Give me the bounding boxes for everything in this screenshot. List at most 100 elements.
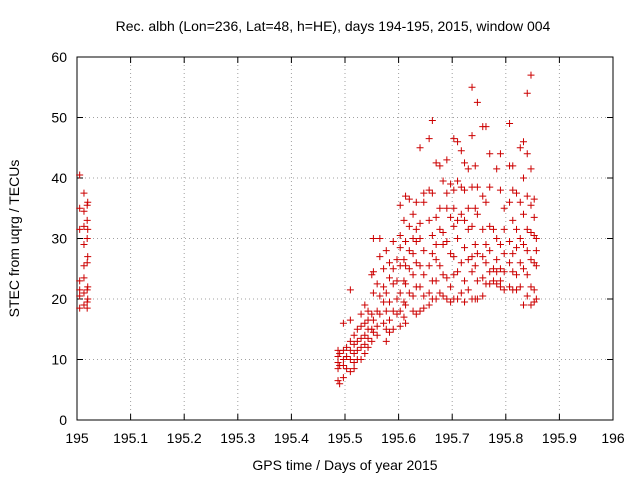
data-point: [412, 225, 420, 233]
data-point: [527, 201, 535, 209]
data-point: [369, 328, 377, 336]
data-point: [450, 222, 458, 230]
data-point: [506, 120, 514, 128]
data-point: [493, 280, 501, 288]
data-point: [83, 235, 91, 242]
data-point: [506, 238, 514, 246]
data-point: [402, 192, 410, 200]
data-point: [486, 280, 494, 288]
data-point: [439, 271, 447, 279]
x-tick-label: 195.7: [435, 430, 470, 446]
data-point: [343, 365, 351, 373]
data-point: [457, 183, 465, 191]
data-point: [447, 180, 455, 188]
data-point: [373, 280, 381, 288]
data-point: [436, 204, 444, 212]
data-point: [436, 289, 444, 297]
y-axis-label: STEC from uqrg / TECUs: [6, 160, 22, 318]
data-point: [523, 292, 531, 300]
data-point: [450, 204, 458, 212]
x-tick-label: 195: [65, 430, 89, 446]
data-point: [84, 253, 92, 261]
data-point: [357, 343, 365, 351]
data-point: [532, 247, 540, 255]
data-point: [432, 295, 440, 303]
data-point: [496, 277, 504, 285]
data-point: [385, 328, 393, 336]
data-point: [479, 274, 487, 282]
data-point: [84, 283, 92, 291]
data-point: [479, 192, 487, 200]
data-point: [400, 313, 408, 321]
data-point: [500, 250, 508, 258]
data-point: [509, 162, 517, 170]
data-point: [380, 283, 388, 291]
data-point: [496, 241, 504, 249]
data-point: [489, 277, 497, 285]
data-point: [473, 183, 481, 191]
data-point: [396, 201, 404, 209]
data-point: [346, 356, 354, 363]
data-point: [405, 222, 413, 230]
data-point: [353, 346, 361, 354]
data-point: [516, 198, 524, 206]
data-point: [500, 286, 508, 294]
data-point: [389, 307, 397, 315]
data-point: [396, 322, 404, 330]
data-point: [80, 207, 88, 215]
data-point: [482, 241, 490, 249]
data-point: [80, 189, 88, 197]
data-point: [486, 150, 494, 158]
data-point: [420, 189, 428, 197]
data-point: [339, 362, 347, 370]
data-point: [409, 250, 417, 258]
data-point: [402, 319, 410, 327]
data-point: [425, 135, 433, 143]
data-point: [532, 295, 540, 303]
data-point: [425, 262, 433, 270]
data-point: [432, 213, 440, 221]
x-tick-label: 195.4: [274, 430, 309, 446]
data-point: [482, 259, 490, 267]
data-point: [420, 247, 428, 255]
data-point: [369, 289, 377, 297]
data-point: [409, 235, 417, 242]
data-point: [473, 210, 481, 218]
data-point: [486, 183, 494, 191]
data-point: [443, 156, 451, 164]
data-point: [83, 304, 91, 312]
data-point: [486, 247, 494, 255]
data-point: [350, 359, 358, 367]
data-point: [385, 316, 393, 324]
data-point: [405, 195, 413, 203]
data-point: [373, 331, 381, 339]
data-point: [486, 222, 494, 230]
y-tick-label: 30: [51, 231, 67, 247]
data-point: [346, 286, 354, 294]
data-point: [532, 262, 540, 270]
data-point: [357, 310, 365, 318]
data-point: [76, 292, 84, 300]
data-point: [532, 235, 540, 242]
data-point: [496, 186, 504, 194]
data-point: [447, 298, 455, 306]
data-point: [83, 201, 91, 209]
data-point: [420, 271, 428, 279]
data-point: [385, 274, 393, 282]
data-point: [439, 292, 447, 300]
data-point: [409, 271, 417, 279]
data-point: [468, 132, 476, 140]
data-point: [493, 268, 501, 276]
data-point: [530, 213, 538, 221]
data-point: [350, 340, 358, 348]
data-point: [389, 238, 397, 246]
data-point: [513, 286, 521, 294]
data-point: [393, 277, 401, 285]
data-point: [389, 265, 397, 273]
data-point: [380, 265, 388, 273]
data-point: [416, 144, 424, 152]
data-point: [405, 247, 413, 255]
data-point: [436, 225, 444, 233]
data-point: [339, 356, 347, 363]
